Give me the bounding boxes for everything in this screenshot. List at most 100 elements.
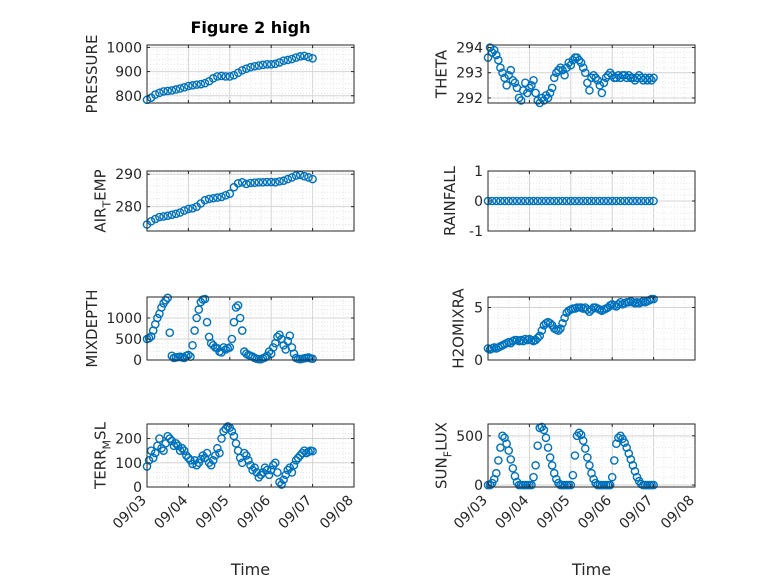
axes-box [487, 423, 696, 488]
data-point [529, 76, 538, 85]
data-point [279, 475, 288, 485]
data-point [239, 448, 249, 458]
data-point [279, 56, 288, 66]
data-point [150, 214, 160, 224]
data-point [196, 79, 206, 89]
data-point [297, 448, 307, 458]
data-point [204, 458, 214, 468]
data-point [574, 55, 584, 65]
data-point [231, 303, 241, 312]
data-point [616, 297, 625, 307]
data-point [580, 444, 590, 453]
data-point [533, 196, 542, 206]
data-point [504, 196, 514, 206]
data-point [254, 178, 264, 187]
data-point [529, 472, 538, 482]
data-point [489, 45, 499, 55]
subplot-theta: 292 293 294 THETA [433, 41, 696, 108]
data-point [543, 93, 553, 103]
data-point [192, 460, 201, 470]
data-point [514, 93, 524, 103]
data-point [605, 480, 615, 490]
data-point [289, 349, 299, 359]
data-point [244, 456, 253, 465]
data-point [258, 60, 268, 70]
data-point [262, 60, 272, 69]
data-point [256, 470, 266, 480]
y-tick-label: 0 [133, 353, 142, 369]
data-point [591, 196, 600, 206]
data-point [516, 96, 526, 105]
data-point [287, 54, 297, 64]
data-point [512, 196, 522, 206]
axes-box [487, 296, 696, 361]
data-point [504, 446, 514, 455]
data-point [262, 177, 272, 187]
data-point [167, 436, 177, 446]
data-point [547, 83, 557, 93]
data-point [246, 62, 255, 72]
data-point [554, 65, 563, 75]
y-tick-label: 0 [474, 194, 483, 210]
y-axis-label: TERRMSL [92, 421, 114, 490]
y-tick-label: 1000 [106, 40, 142, 56]
data-point [213, 193, 222, 202]
data-point [233, 68, 243, 78]
subplot-terr-msl: 0 100 200 09/03 09/04 09/05 09/06 09/07 09/08 Tim… [92, 421, 357, 579]
data-point [250, 61, 259, 71]
data-point [545, 453, 555, 462]
data-point [308, 446, 317, 456]
data-point [188, 81, 197, 90]
data-point [198, 451, 208, 460]
data-point [163, 86, 172, 96]
y-tick-label: 1000 [106, 311, 142, 327]
data-point [578, 436, 588, 446]
data-point [171, 85, 181, 94]
data-point [545, 196, 555, 206]
data-point [144, 333, 154, 343]
data-point [202, 317, 212, 327]
data-point [300, 51, 309, 61]
data-point [159, 212, 168, 221]
data-point [242, 64, 251, 73]
data-point [202, 448, 212, 458]
y-tick-label: -1 [469, 224, 483, 240]
data-point [308, 174, 317, 184]
data-point [556, 324, 565, 333]
data-point [304, 52, 313, 62]
data-point [494, 55, 503, 65]
data-point [200, 78, 210, 88]
data-point [146, 216, 156, 226]
data-point [208, 193, 218, 203]
data-point [599, 196, 609, 206]
data-point [574, 196, 584, 206]
data-point [545, 88, 555, 98]
data-point [268, 343, 278, 352]
data-point [645, 196, 654, 206]
data-point [159, 87, 168, 96]
data-point [221, 191, 230, 200]
data-point [194, 305, 204, 314]
data-point [566, 196, 576, 206]
data-point [591, 73, 600, 83]
data-point [614, 433, 623, 443]
data-point [583, 453, 592, 462]
data-point [250, 463, 259, 472]
y-tick-label: 1 [474, 164, 483, 180]
data-point [560, 313, 569, 323]
data-point [541, 196, 551, 206]
x-tick-label: 09/07 [617, 493, 657, 533]
data-point [599, 78, 609, 88]
data-point [291, 53, 301, 62]
data-point [566, 60, 576, 70]
data-point [163, 293, 172, 303]
data-point [229, 70, 239, 80]
data-point [520, 196, 530, 206]
data-point [583, 78, 592, 88]
data-point [254, 473, 264, 482]
data-point [204, 194, 214, 204]
data-point [167, 86, 177, 95]
data-point [262, 351, 272, 361]
y-tick-label: 500 [456, 429, 483, 445]
